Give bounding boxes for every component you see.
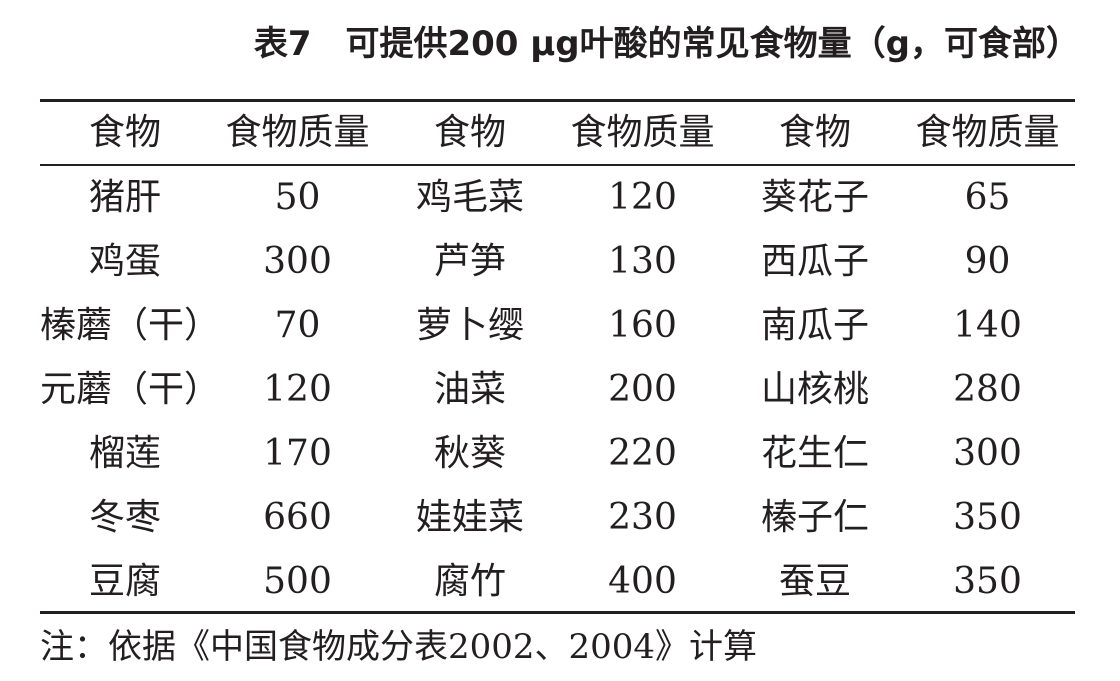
mass-cell: 200 [608, 369, 677, 410]
food-cell: 葵花子 [760, 177, 869, 218]
food-cell: 鸡蛋 [88, 241, 161, 282]
mass-cell: 300 [263, 241, 332, 282]
mass-cell: 660 [263, 497, 332, 538]
table-row: 榛蘑（干） 70 萝卜缨 160 南瓜子 140 [40, 294, 1075, 358]
food-cell: 芦笋 [433, 241, 506, 282]
table-header-rule [40, 164, 1075, 166]
mass-cell: 300 [953, 433, 1022, 474]
table-bottom-rule [40, 611, 1075, 614]
food-cell: 南瓜子 [760, 305, 869, 346]
food-cell: 花生仁 [760, 433, 869, 474]
mass-cell: 350 [953, 497, 1022, 538]
table-row: 元蘑（干） 120 油菜 200 山核桃 280 [40, 358, 1075, 422]
mass-cell: 230 [608, 497, 677, 538]
table-row: 鸡蛋 300 芦笋 130 西瓜子 90 [40, 230, 1075, 294]
mass-cell: 220 [608, 433, 677, 474]
table-caption: 表7 可提供200 μg叶酸的常见食物量（g，可食部） [0, 16, 1120, 72]
mass-cell: 400 [608, 561, 677, 602]
header-cell-food: 食物 [88, 112, 161, 153]
header-cell-mass: 食物质量 [225, 112, 370, 153]
food-cell: 豆腐 [88, 561, 161, 602]
food-cell: 榴莲 [88, 433, 161, 474]
food-cell: 秋葵 [433, 433, 506, 474]
food-cell: 榛蘑（干） [40, 305, 221, 346]
mass-cell: 65 [964, 177, 1011, 218]
table-note: 注：依据《中国食物成分表2002、2004》计算 [40, 627, 758, 667]
food-cell: 萝卜缨 [415, 305, 524, 346]
table-caption-text: 表7 可提供200 μg叶酸的常见食物量（g，可食部） [253, 24, 1080, 64]
mass-cell: 130 [608, 241, 677, 282]
table-row: 豆腐 500 腐竹 400 蚕豆 350 [40, 550, 1075, 614]
mass-cell: 120 [608, 177, 677, 218]
food-cell: 腐竹 [433, 561, 506, 602]
table-header-row: 食物 食物质量 食物 食物质量 食物 食物质量 [40, 104, 1075, 162]
food-cell: 蚕豆 [778, 561, 851, 602]
food-cell: 冬枣 [88, 497, 161, 538]
mass-cell: 70 [274, 305, 321, 346]
table-row: 榴莲 170 秋葵 220 花生仁 300 [40, 422, 1075, 486]
food-cell: 山核桃 [760, 369, 869, 410]
header-cell-mass: 食物质量 [570, 112, 715, 153]
mass-cell: 50 [274, 177, 321, 218]
mass-cell: 500 [263, 561, 332, 602]
mass-cell: 160 [608, 305, 677, 346]
header-cell-food: 食物 [778, 112, 851, 153]
mass-cell: 280 [953, 369, 1022, 410]
mass-cell: 170 [263, 433, 332, 474]
mass-cell: 90 [964, 241, 1011, 282]
food-cell: 油菜 [433, 369, 506, 410]
food-cell: 西瓜子 [760, 241, 869, 282]
mass-cell: 120 [263, 369, 332, 410]
food-cell: 猪肝 [88, 177, 161, 218]
table-row: 冬枣 660 娃娃菜 230 榛子仁 350 [40, 486, 1075, 550]
food-cell: 元蘑（干） [40, 369, 221, 410]
table-row: 猪肝 50 鸡毛菜 120 葵花子 65 [40, 166, 1075, 230]
food-cell: 娃娃菜 [415, 497, 524, 538]
food-cell: 榛子仁 [760, 497, 869, 538]
food-cell: 鸡毛菜 [415, 177, 524, 218]
mass-cell: 140 [953, 305, 1022, 346]
header-cell-mass: 食物质量 [915, 112, 1060, 153]
table-top-rule [40, 99, 1075, 102]
header-cell-food: 食物 [433, 112, 506, 153]
mass-cell: 350 [953, 561, 1022, 602]
